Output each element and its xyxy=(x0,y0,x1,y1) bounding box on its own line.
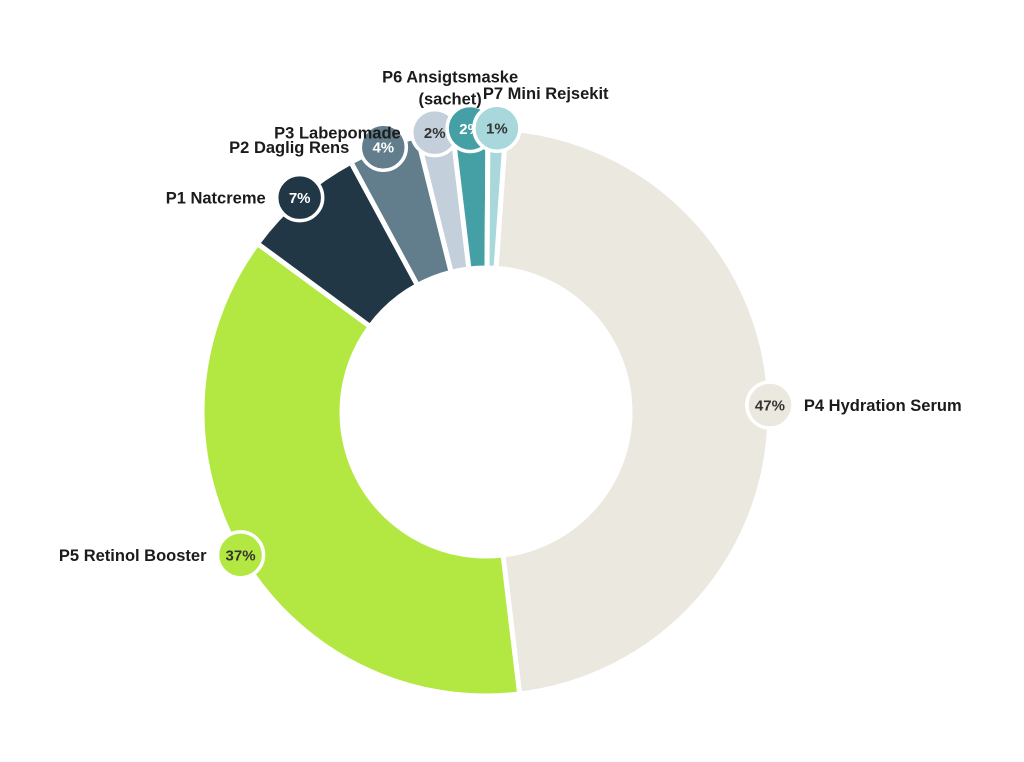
value-label-p7-mini-rejsekit: 1% xyxy=(486,121,508,138)
slice-p4-hydration-serum xyxy=(493,126,773,697)
value-badge-p5-retinol-booster xyxy=(215,530,266,580)
category-label-p7-mini-rejsekit: P7 Mini Rejsekit xyxy=(483,85,609,103)
category-label-p2-daglig-rens: P2 Daglig Rens xyxy=(229,139,349,157)
value-badge-p4-hydration-serum xyxy=(745,380,795,430)
category-labels-layer: P4 Hydration Serum P5 Retinol Booster P1 N… xyxy=(59,68,962,564)
category-label-p5-retinol-booster: P5 Retinol Booster xyxy=(59,547,207,565)
value-label-p4-hydration-serum: 47% xyxy=(755,398,785,415)
value-label-p3-labepomade: 2% xyxy=(424,125,446,142)
value-label-p5-retinol-booster: 37% xyxy=(226,547,256,564)
category-label-p4-hydration-serum: P4 Hydration Serum xyxy=(804,397,962,415)
category-label-p6-ansigtsmaske-sachet: P6 Ansigtsmaske (sachet) xyxy=(382,68,518,108)
category-label-p1-natcreme: P1 Natcreme xyxy=(166,190,266,208)
badges-layer: 47%37%7%4%2% 2% 1% xyxy=(215,103,795,580)
slice-p5-retinol-booster xyxy=(199,239,523,699)
value-label-p1-natcreme: 7% xyxy=(289,190,311,207)
value-badge-p1-natcreme xyxy=(274,172,325,223)
category-label-p3-labepomade: P3 Labepomade xyxy=(274,125,401,143)
value-badge-p2-daglig-rens xyxy=(358,122,409,172)
value-badge-p7-mini-rejsekit xyxy=(472,103,522,153)
value-label-p2-daglig-rens: 4% xyxy=(372,140,394,157)
